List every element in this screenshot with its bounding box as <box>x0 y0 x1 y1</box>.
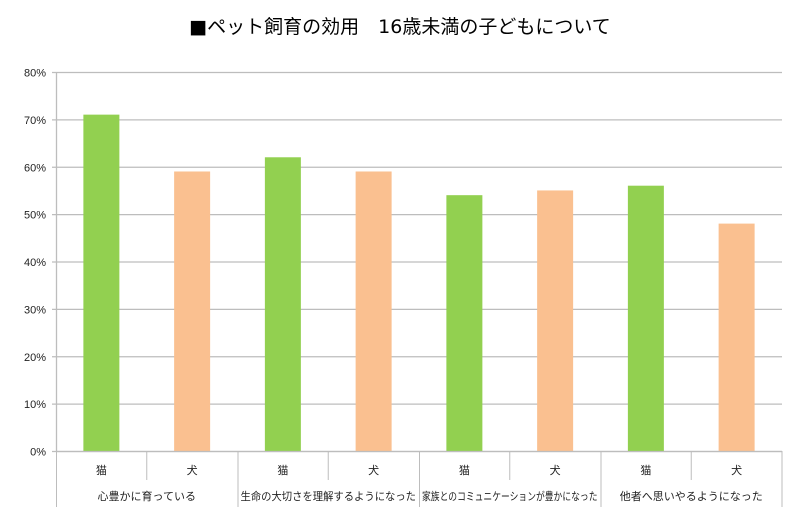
y-tick-label: 40% <box>24 257 46 269</box>
sub-category-label: 猫 <box>96 464 107 477</box>
y-tick-label: 20% <box>24 352 46 364</box>
sub-category-label: 猫 <box>277 464 288 477</box>
bar-cat <box>627 185 664 451</box>
category-label: 他者へ思いやるようになった <box>620 490 763 503</box>
bar-cat <box>264 157 301 451</box>
sub-category-label: 犬 <box>731 463 742 477</box>
y-tick-label: 50% <box>24 210 46 222</box>
y-tick-label: 30% <box>24 304 46 316</box>
chart-title: ■ペット飼育の効用 16歳未満の子どもについて <box>189 16 611 38</box>
sub-category-label: 猫 <box>640 464 651 477</box>
bar-dog <box>537 190 574 451</box>
sub-category-label: 犬 <box>368 463 379 477</box>
bar-cat <box>446 195 483 451</box>
y-tick-label: 10% <box>24 399 46 411</box>
category-label: 家族とのコミュニケーションが豊かになった <box>422 489 598 503</box>
y-tick-label: 70% <box>24 115 46 127</box>
bar-cat <box>83 114 120 451</box>
sub-category-label: 犬 <box>187 463 198 477</box>
category-label: 生命の大切さを理解するようになった <box>241 489 417 503</box>
sub-category-label: 猫 <box>459 464 470 477</box>
y-tick-label: 80% <box>24 68 46 80</box>
y-tick-label: 0% <box>30 447 46 459</box>
bar-dog <box>718 223 755 451</box>
bar-dog <box>174 171 211 452</box>
category-label: 心豊かに育っている <box>98 489 196 503</box>
sub-category-label: 犬 <box>550 463 561 477</box>
y-tick-label: 60% <box>24 162 46 174</box>
bar-dog <box>355 171 392 452</box>
